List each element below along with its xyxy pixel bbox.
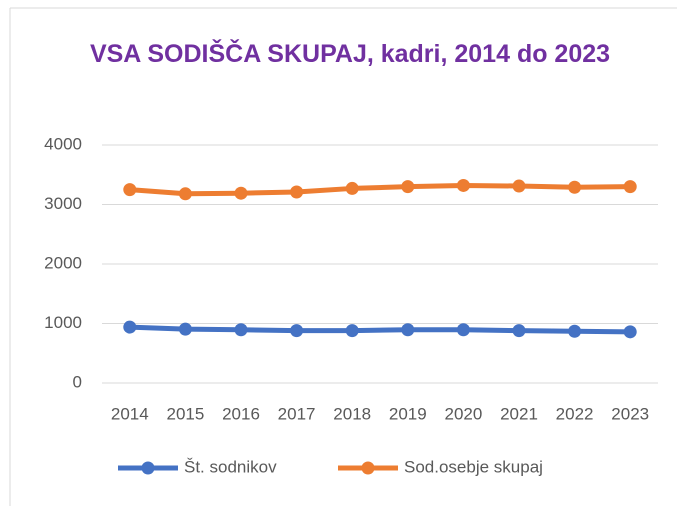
y-tick-label: 4000 [44, 134, 82, 153]
point [234, 186, 248, 200]
point [345, 324, 359, 338]
series-line [129, 182, 631, 197]
point [568, 180, 582, 194]
x-tick-label: 2015 [166, 404, 204, 423]
point [512, 179, 526, 193]
y-tick-label: 0 [73, 372, 82, 391]
x-tick-label: 2017 [278, 404, 316, 423]
point [401, 323, 415, 337]
series-line [129, 324, 631, 335]
point [178, 187, 192, 201]
point [290, 324, 304, 338]
x-tick-label: 2016 [222, 404, 260, 423]
legend-label: Sod.osebje skupaj [404, 457, 543, 476]
point [623, 325, 637, 339]
point [178, 322, 192, 336]
point [456, 178, 470, 192]
x-tick-label: 2018 [333, 404, 371, 423]
x-tick-label: 2014 [111, 404, 149, 423]
point [123, 183, 137, 197]
point [568, 324, 582, 338]
x-tick-label: 2022 [556, 404, 594, 423]
legend-marker [361, 461, 375, 475]
x-tick-label: 2020 [444, 404, 482, 423]
y-tick-label: 2000 [44, 253, 82, 272]
point [623, 180, 637, 194]
legend-marker [141, 461, 155, 475]
y-tick-label: 3000 [44, 194, 82, 213]
point [234, 323, 248, 337]
x-tick-label: 2019 [389, 404, 427, 423]
point [290, 185, 304, 199]
legend-label: Št. sodnikov [184, 457, 277, 476]
point [401, 180, 415, 194]
point [456, 323, 470, 337]
point [512, 324, 526, 338]
y-tick-label: 1000 [44, 313, 82, 332]
x-tick-label: 2021 [500, 404, 538, 423]
x-tick-label: 2023 [611, 404, 649, 423]
point [123, 320, 137, 334]
point [345, 181, 359, 195]
chart-title: VSA SODIŠČA SKUPAJ, kadri, 2014 do 2023 [89, 40, 611, 68]
